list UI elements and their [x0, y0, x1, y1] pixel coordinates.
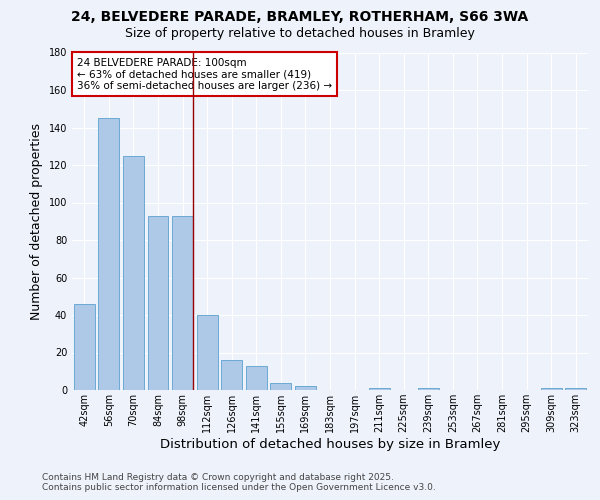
Bar: [148, 216, 169, 390]
Text: 24 BELVEDERE PARADE: 100sqm
← 63% of detached houses are smaller (419)
36% of se: 24 BELVEDERE PARADE: 100sqm ← 63% of det…: [77, 58, 332, 91]
Bar: [246, 366, 267, 390]
Bar: [172, 216, 193, 390]
Bar: [74, 304, 95, 390]
Bar: [271, 382, 292, 390]
Text: Size of property relative to detached houses in Bramley: Size of property relative to detached ho…: [125, 28, 475, 40]
Bar: [565, 388, 586, 390]
Text: 24, BELVEDERE PARADE, BRAMLEY, ROTHERHAM, S66 3WA: 24, BELVEDERE PARADE, BRAMLEY, ROTHERHAM…: [71, 10, 529, 24]
Bar: [368, 388, 389, 390]
Bar: [123, 156, 144, 390]
Bar: [221, 360, 242, 390]
Bar: [418, 388, 439, 390]
Bar: [197, 315, 218, 390]
Bar: [541, 388, 562, 390]
Y-axis label: Number of detached properties: Number of detached properties: [30, 122, 43, 320]
Bar: [98, 118, 119, 390]
Text: Contains HM Land Registry data © Crown copyright and database right 2025.
Contai: Contains HM Land Registry data © Crown c…: [42, 473, 436, 492]
Bar: [295, 386, 316, 390]
X-axis label: Distribution of detached houses by size in Bramley: Distribution of detached houses by size …: [160, 438, 500, 451]
